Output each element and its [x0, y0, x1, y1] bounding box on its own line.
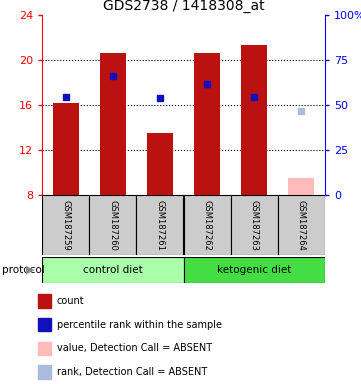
Text: ▶: ▶	[26, 265, 34, 275]
Text: GSM187263: GSM187263	[250, 200, 259, 250]
Bar	[278, 195, 325, 255]
Text: control diet: control diet	[83, 265, 143, 275]
Text: GSM187259: GSM187259	[61, 200, 70, 250]
Text: GSM187261: GSM187261	[156, 200, 164, 250]
Text: value, Detection Call = ABSENT: value, Detection Call = ABSENT	[57, 343, 212, 353]
Bar	[38, 366, 51, 379]
Bar	[183, 195, 231, 255]
Text: ketogenic diet: ketogenic diet	[217, 265, 291, 275]
Bar	[42, 195, 89, 255]
Bar	[241, 45, 267, 195]
Text: GSM187260: GSM187260	[108, 200, 117, 250]
Text: rank, Detection Call = ABSENT: rank, Detection Call = ABSENT	[57, 367, 207, 377]
Text: count: count	[57, 296, 84, 306]
Text: protocol: protocol	[2, 265, 44, 275]
Text: GSM187264: GSM187264	[297, 200, 306, 250]
Bar	[38, 342, 51, 355]
Bar	[183, 257, 325, 283]
Bar	[53, 103, 79, 195]
Text: GSM187262: GSM187262	[203, 200, 212, 250]
Bar	[42, 257, 183, 283]
Bar	[38, 318, 51, 331]
Bar	[194, 53, 220, 195]
Bar	[231, 195, 278, 255]
Bar	[100, 53, 126, 195]
Bar	[136, 195, 183, 255]
Bar	[288, 178, 314, 195]
Text: percentile rank within the sample: percentile rank within the sample	[57, 319, 222, 329]
Title: GDS2738 / 1418308_at: GDS2738 / 1418308_at	[103, 0, 264, 13]
Bar	[147, 133, 173, 195]
Bar	[38, 294, 51, 308]
Bar	[89, 195, 136, 255]
